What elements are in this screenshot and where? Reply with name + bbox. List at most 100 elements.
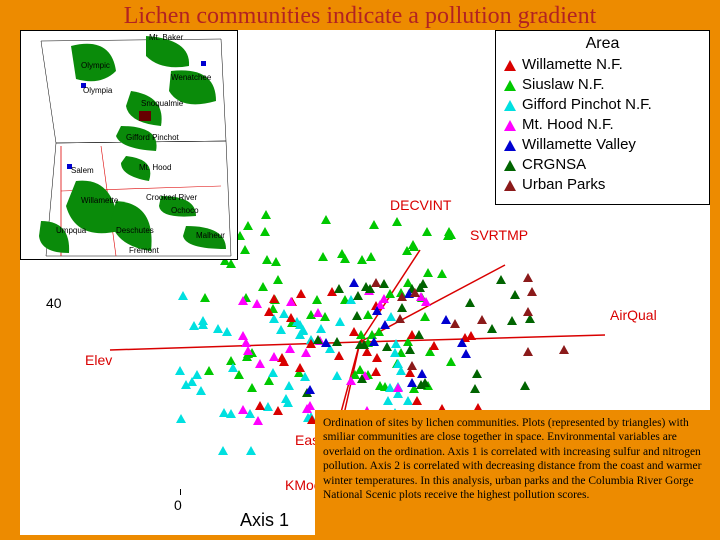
- data-point: [241, 338, 251, 347]
- legend-title: Area: [504, 35, 701, 53]
- legend-row: Willamette Valley: [504, 135, 701, 155]
- data-point: [286, 297, 296, 306]
- data-point: [457, 338, 467, 347]
- legend-marker-icon: [504, 120, 516, 131]
- data-point: [196, 386, 206, 395]
- legend-marker-icon: [504, 100, 516, 111]
- data-point: [226, 259, 236, 268]
- map-label: Snoqualmie: [141, 99, 183, 108]
- data-point: [200, 293, 210, 302]
- data-point: [520, 381, 530, 390]
- data-point: [279, 357, 289, 366]
- data-point: [264, 307, 274, 316]
- legend-marker-icon: [504, 60, 516, 71]
- data-point: [408, 240, 418, 249]
- data-point: [305, 401, 315, 410]
- legend: Area Willamette N.F.Siuslaw N.F.Gifford …: [495, 30, 710, 205]
- data-point: [487, 324, 497, 333]
- data-point: [418, 279, 428, 288]
- legend-row: CRGNSA: [504, 155, 701, 175]
- data-point: [192, 370, 202, 379]
- data-point: [397, 303, 407, 312]
- data-point: [295, 330, 305, 339]
- caption-box: Ordination of sites by lichen communitie…: [315, 410, 710, 535]
- data-point: [450, 319, 460, 328]
- data-point: [318, 252, 328, 261]
- legend-row: Siuslaw N.F.: [504, 75, 701, 95]
- data-point: [412, 396, 422, 405]
- data-point: [337, 249, 347, 258]
- data-point: [258, 282, 268, 291]
- data-point: [268, 368, 278, 377]
- data-point: [461, 349, 471, 358]
- data-point: [316, 324, 326, 333]
- data-point: [313, 308, 323, 317]
- data-point: [414, 330, 424, 339]
- data-point: [393, 359, 403, 368]
- data-point: [429, 341, 439, 350]
- data-point: [523, 307, 533, 316]
- data-point: [213, 324, 223, 333]
- map-label: Olympic: [81, 61, 110, 70]
- map-label: Crooked River: [146, 193, 197, 202]
- data-point: [246, 446, 256, 455]
- legend-row: Willamette N.F.: [504, 55, 701, 75]
- data-point: [371, 278, 381, 287]
- data-point: [253, 416, 263, 425]
- data-point: [219, 408, 229, 417]
- data-point: [255, 359, 265, 368]
- legend-label: Mt. Hood N.F.: [522, 115, 614, 135]
- data-point: [262, 255, 272, 264]
- data-point: [286, 313, 296, 322]
- data-point: [247, 383, 257, 392]
- map-label: Mt. Hood: [139, 163, 171, 172]
- data-point: [252, 299, 262, 308]
- map-label: Salem: [71, 166, 94, 175]
- data-point: [420, 312, 430, 321]
- data-point: [222, 327, 232, 336]
- y-tick-label: 40: [46, 295, 62, 311]
- data-point: [228, 363, 238, 372]
- data-point: [366, 252, 376, 261]
- data-point: [380, 320, 390, 329]
- legend-marker-icon: [504, 180, 516, 191]
- data-point: [321, 338, 331, 347]
- data-point: [176, 414, 186, 423]
- data-point: [423, 268, 433, 277]
- map-label: Gifford Pinchot: [126, 133, 179, 142]
- data-point: [383, 396, 393, 405]
- data-point: [175, 366, 185, 375]
- data-point: [300, 372, 310, 381]
- data-point: [369, 220, 379, 229]
- data-point: [361, 282, 371, 291]
- legend-marker-icon: [504, 80, 516, 91]
- legend-row: Urban Parks: [504, 175, 701, 195]
- map-label: Malheur: [196, 231, 225, 240]
- data-point: [218, 446, 228, 455]
- data-point: [264, 376, 274, 385]
- axis-1-label: Axis 1: [240, 510, 289, 531]
- data-point: [496, 275, 506, 284]
- data-point: [301, 348, 311, 357]
- data-point: [204, 366, 214, 375]
- data-point: [334, 284, 344, 293]
- data-point: [273, 406, 283, 415]
- map-label: Ochoco: [171, 206, 199, 215]
- data-point: [284, 381, 294, 390]
- legend-row: Mt. Hood N.F.: [504, 115, 701, 135]
- data-point: [477, 315, 487, 324]
- data-point: [372, 306, 382, 315]
- data-point: [410, 288, 420, 297]
- data-point: [332, 337, 342, 346]
- map-label: Mt. Baker: [149, 33, 183, 42]
- legend-marker-icon: [504, 140, 516, 151]
- data-point: [346, 376, 356, 385]
- legend-label: Willamette N.F.: [522, 55, 623, 75]
- data-point: [238, 405, 248, 414]
- data-point: [352, 311, 362, 320]
- data-point: [357, 374, 367, 383]
- data-point: [296, 289, 306, 298]
- data-point: [198, 320, 208, 329]
- data-point: [371, 367, 381, 376]
- scatter-plot-panel: Axis 2 Axis 1 DECVINTSVRTMPAirQualElevEa…: [20, 30, 710, 535]
